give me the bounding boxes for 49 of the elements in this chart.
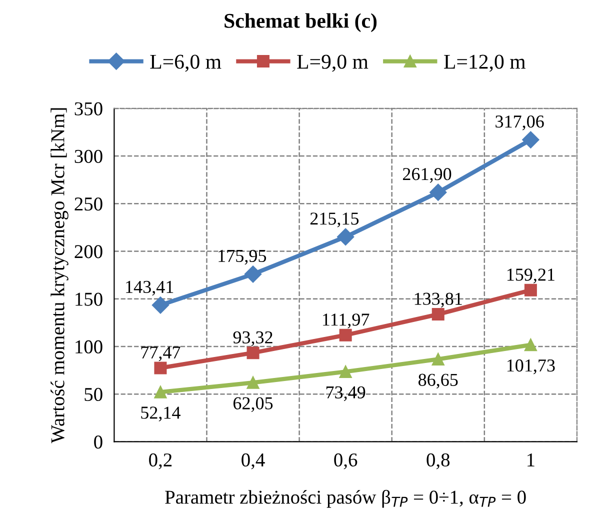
- x-tick-label: 0,4: [242, 453, 265, 470]
- y-tick-label: 300: [74, 150, 102, 163]
- point: [337, 228, 354, 246]
- data-label: 175,95: [218, 250, 266, 265]
- data-label: 317,06: [496, 115, 544, 130]
- data-label: 62,05: [233, 397, 273, 412]
- point: [432, 308, 444, 321]
- data-label: 86,65: [418, 374, 458, 389]
- data-label: 215,15: [310, 212, 359, 228]
- point: [430, 184, 447, 201]
- y-axis-title: Wartość momentu krytycznego Mcr [kNm]: [50, 108, 68, 444]
- data-label: 133,81: [414, 292, 462, 308]
- chart-title: Schemat belki (c): [224, 13, 377, 32]
- data-label: 261,90: [402, 168, 452, 183]
- data-label: 73,49: [326, 386, 366, 402]
- legend-label: L=6,0 m: [150, 54, 222, 72]
- legend-label: L=9,0 m: [297, 54, 368, 72]
- x-tick-label: 0,6: [334, 453, 358, 470]
- data-label: 52,14: [141, 406, 180, 422]
- y-tick-label: 100: [76, 340, 102, 354]
- data-label: 77,47: [141, 346, 180, 362]
- x-tick-label: 0,8: [426, 453, 450, 470]
- data-label: 143,41: [126, 280, 174, 296]
- data-label: 159,21: [507, 268, 554, 284]
- y-tick-label: 200: [74, 245, 102, 258]
- data-label: 101,73: [507, 359, 555, 374]
- point: [246, 376, 260, 389]
- y-tick-label: 0: [94, 436, 102, 449]
- x-tick-label: 0,2: [149, 453, 172, 470]
- point: [152, 296, 170, 314]
- y-tick-label: 50: [84, 388, 102, 402]
- point: [154, 386, 167, 398]
- legend-label: L=12,0 m: [444, 54, 526, 72]
- point: [524, 338, 537, 352]
- point: [339, 365, 352, 378]
- point: [432, 352, 444, 366]
- point: [522, 131, 540, 148]
- point: [246, 346, 260, 360]
- y-tick-label: 350: [74, 102, 102, 116]
- point: [244, 266, 262, 283]
- data-label: 111,97: [323, 314, 370, 328]
- point: [154, 362, 167, 374]
- y-tick-label: 150: [76, 292, 102, 306]
- point: [524, 284, 537, 296]
- x-axis-title: Parametr zbieżności pasów β$_{TP}$ = 0÷1, α$_{TP}$ = 0: [165, 490, 526, 508]
- data-label: 93,32: [233, 331, 272, 346]
- x-tick-label: 1: [528, 453, 534, 466]
- point: [339, 328, 352, 342]
- y-tick-label: 250: [74, 197, 102, 211]
